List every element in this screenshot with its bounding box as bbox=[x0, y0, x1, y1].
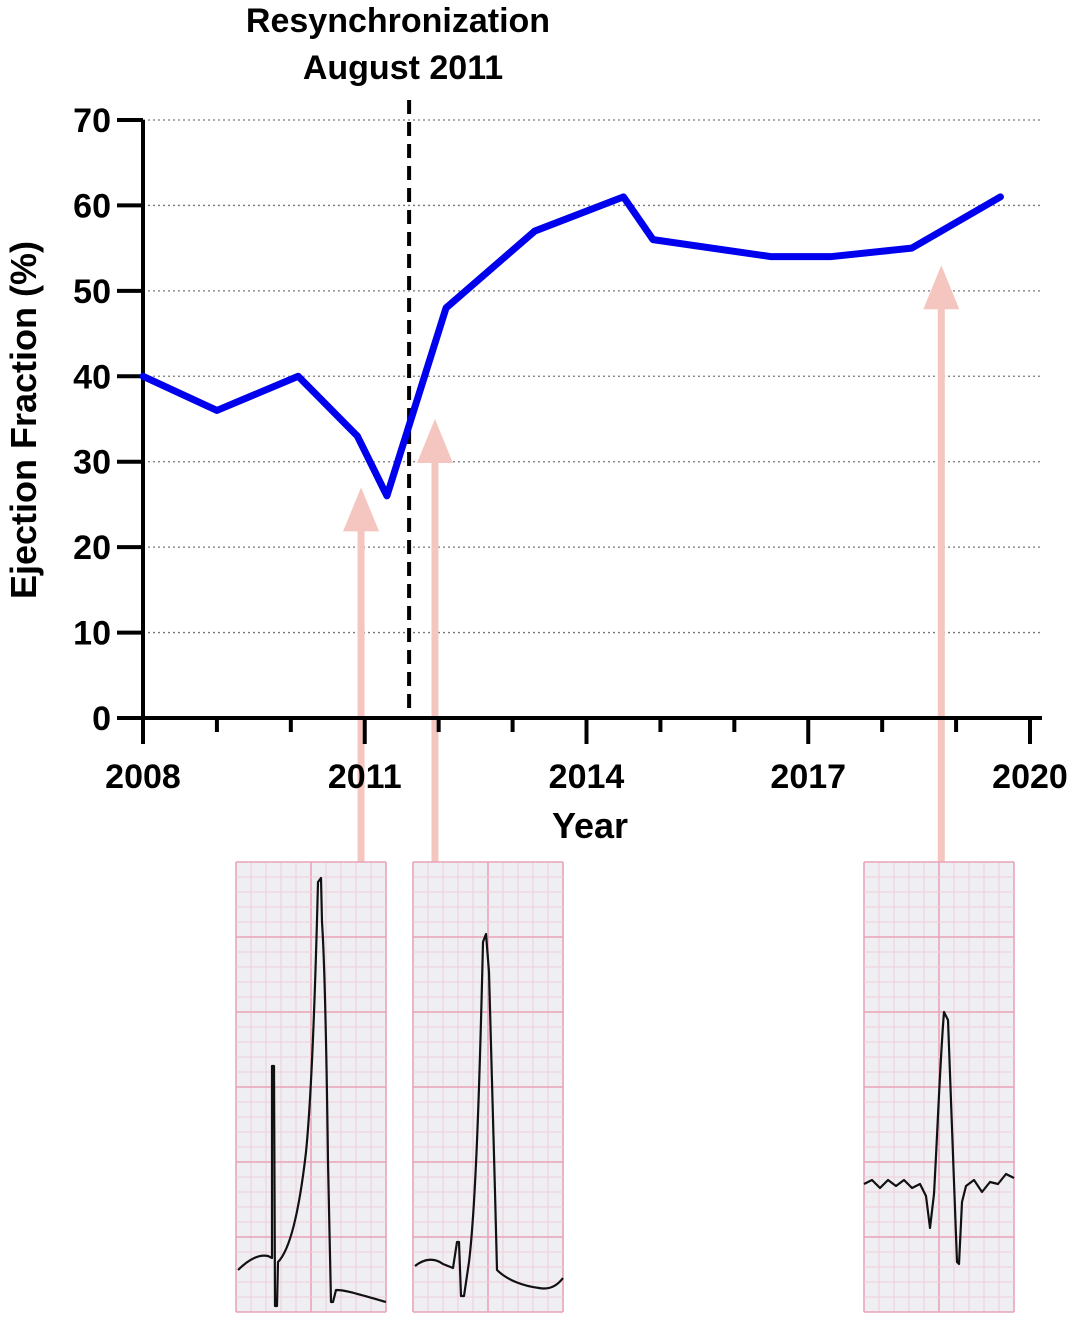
x-tick-label-2020: 2020 bbox=[992, 758, 1068, 796]
ecg-strips bbox=[235, 861, 1015, 1313]
ecg-trace bbox=[237, 876, 387, 1308]
y-tick-label-0: 0 bbox=[92, 700, 111, 738]
y-tick-label-30: 30 bbox=[73, 444, 111, 482]
arrow-ecg-before-resync bbox=[343, 487, 380, 862]
annotation-title: Resynchronization bbox=[246, 2, 550, 40]
x-axis-title: Year bbox=[552, 805, 628, 846]
ecg-trace bbox=[414, 932, 564, 1298]
arrow-head bbox=[343, 487, 380, 532]
y-tick-label-50: 50 bbox=[73, 273, 111, 311]
ecg-trace bbox=[863, 1010, 1015, 1266]
y-tick-label-60: 60 bbox=[73, 187, 111, 225]
x-tick-label-2014: 2014 bbox=[549, 758, 625, 796]
x-tick-label-2008: 2008 bbox=[105, 758, 181, 796]
ecg-strip-3 bbox=[863, 861, 1015, 1313]
ecg-strip-1 bbox=[235, 861, 387, 1313]
arrow-head bbox=[416, 419, 453, 463]
arrow-ecg-2018 bbox=[923, 265, 960, 862]
y-tick-label-40: 40 bbox=[73, 358, 111, 396]
ejection-fraction-series-line bbox=[139, 193, 1004, 500]
arrow-ecg-after-resync bbox=[416, 419, 453, 862]
x-tick-label-2011: 2011 bbox=[328, 758, 402, 796]
arrow-head bbox=[923, 265, 960, 310]
y-tick-label-70: 70 bbox=[73, 102, 111, 140]
gridlines bbox=[143, 119, 1040, 634]
x-tick-label-2017: 2017 bbox=[770, 758, 846, 796]
ecg-arrows bbox=[343, 265, 960, 862]
axes: 0 10 20 30 40 50 60 70 2008 2011 2014 2017 2020 bbox=[73, 102, 1068, 796]
annotation-date: August 2011 bbox=[303, 49, 503, 87]
y-axis-title: Ejection Fraction (%) bbox=[3, 241, 44, 599]
y-tick-label-20: 20 bbox=[73, 529, 111, 567]
ecg-strip-2 bbox=[412, 861, 564, 1313]
y-tick-label-10: 10 bbox=[73, 615, 111, 653]
